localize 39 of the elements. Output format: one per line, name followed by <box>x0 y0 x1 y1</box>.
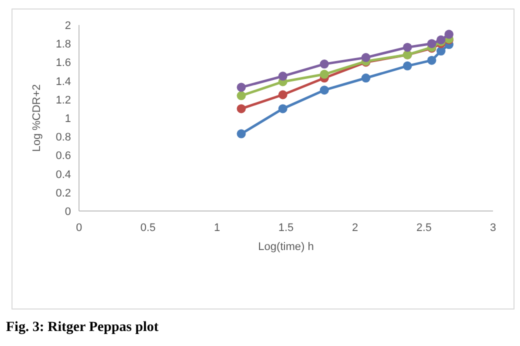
y-tick-label: 1.8 <box>56 38 71 51</box>
x-tick-label: 2 <box>352 222 358 234</box>
y-tick-label: 0.8 <box>56 132 71 144</box>
point <box>361 74 370 83</box>
point <box>320 86 329 95</box>
point <box>236 129 246 138</box>
x-tick-label: 3 <box>490 222 496 234</box>
y-axis-title: Log %CDR+2 <box>31 84 43 152</box>
y-tick-label: 1 <box>64 113 71 125</box>
x-tick-label: 0.5 <box>140 222 156 234</box>
point <box>278 104 288 114</box>
point <box>427 56 436 65</box>
point <box>320 60 329 69</box>
caption: Fig. 3: Ritger Peppas plot <box>6 320 159 335</box>
y-tick-label: 0.6 <box>56 150 71 162</box>
x-axis-title: Log(time) h <box>258 241 314 253</box>
point <box>402 61 412 70</box>
y-tick-label: 1.2 <box>56 94 71 106</box>
point <box>444 30 454 39</box>
point <box>236 82 246 92</box>
x-tick-label: 1 <box>214 222 220 234</box>
point <box>402 42 412 52</box>
y-tick-label: 0 <box>64 206 71 218</box>
x-tick-label: 0 <box>76 222 82 234</box>
x-tick-label: 1.5 <box>278 222 294 234</box>
y-tick-label: 0.2 <box>56 187 71 200</box>
point <box>236 91 246 100</box>
x-tick-label: 2.5 <box>416 222 432 234</box>
point <box>427 39 436 48</box>
point <box>320 70 329 79</box>
point <box>436 46 446 56</box>
point <box>278 72 288 81</box>
point <box>361 53 370 62</box>
y-tick-label: 2 <box>64 20 71 32</box>
point <box>236 104 246 114</box>
y-tick-label: 0.4 <box>56 168 71 181</box>
y-tick-label: 1.6 <box>56 57 71 70</box>
point <box>278 90 288 100</box>
y-tick-label: 1.4 <box>56 76 71 88</box>
